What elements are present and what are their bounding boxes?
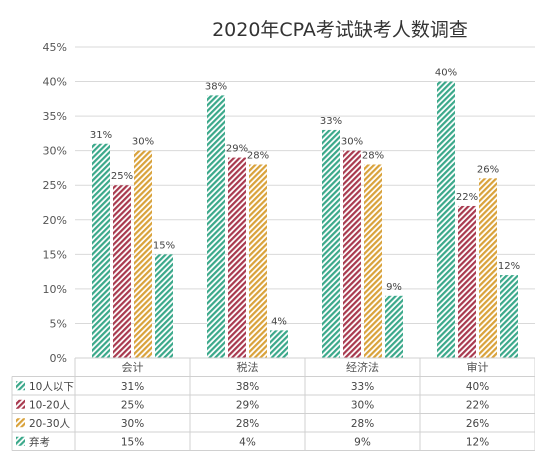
data-label: 25% [111, 171, 133, 182]
table-cell: 29% [236, 399, 259, 411]
y-tick-label: 45% [43, 41, 67, 54]
bar [155, 254, 173, 358]
table-cell: 25% [121, 399, 144, 411]
data-label: 26% [477, 164, 499, 175]
table-cell: 30% [351, 399, 374, 411]
bar [270, 330, 288, 358]
data-label: 9% [386, 282, 402, 293]
y-tick-label: 35% [43, 110, 67, 123]
bar [228, 157, 246, 358]
bar [500, 275, 518, 358]
x-tick-label: 税法 [237, 360, 259, 374]
legend-entry: 10人以下 [29, 381, 74, 393]
bar [322, 129, 340, 358]
table-cell: 9% [354, 436, 371, 448]
y-tick-label: 20% [43, 214, 67, 227]
bar [437, 81, 455, 359]
table-cell: 26% [466, 418, 489, 430]
chart-title: 2020年CPA考试缺考人数调查 [212, 19, 468, 41]
legend-entry: 10-20人 [29, 399, 71, 411]
data-label: 40% [435, 68, 457, 79]
table-cell: 28% [351, 418, 374, 430]
table-cell: 38% [236, 381, 259, 393]
y-tick-label: 25% [43, 179, 67, 192]
y-tick-label: 0% [50, 352, 67, 365]
bar [92, 143, 110, 358]
bar [364, 164, 382, 358]
data-label: 31% [90, 130, 112, 141]
legend-entry: 弃考 [29, 435, 50, 448]
table-cell: 33% [351, 381, 374, 393]
data-label: 22% [456, 192, 478, 203]
bar [134, 150, 152, 358]
y-tick-label: 10% [43, 283, 67, 296]
bars [92, 81, 518, 359]
table-cell: 15% [121, 436, 144, 448]
table-cell: 4% [239, 436, 256, 448]
legend-swatch [16, 436, 25, 446]
table-cell: 28% [236, 418, 259, 430]
legend-entry: 20-30人 [29, 418, 71, 430]
table-cell: 12% [466, 436, 489, 448]
table-cell: 22% [466, 399, 489, 411]
table-cell: 30% [121, 418, 144, 430]
y-tick-label: 40% [43, 76, 67, 89]
legend-swatch [16, 418, 25, 428]
legend-swatch [16, 381, 25, 391]
y-tick-label: 15% [43, 248, 67, 261]
data-label: 38% [205, 81, 227, 92]
table-cell: 40% [466, 381, 489, 393]
data-label: 12% [498, 261, 520, 272]
x-tick-label: 审计 [467, 360, 489, 374]
x-tick-label: 经济法 [346, 360, 379, 374]
data-label: 28% [362, 150, 384, 161]
data-label: 30% [132, 137, 154, 148]
bar [458, 205, 476, 358]
legend-swatch [16, 399, 25, 409]
bar [113, 185, 131, 358]
data-label: 28% [247, 150, 269, 161]
y-tick-label: 30% [43, 145, 67, 158]
bar [479, 178, 497, 358]
bar [207, 95, 225, 358]
y-axis: 0% 5% 10% 15% 20% 25% 30% 35% 40% 45% [43, 41, 67, 365]
data-label: 29% [226, 144, 248, 155]
table-cell: 31% [121, 381, 144, 393]
data-table: 会计 税法 经济法 审计 10人以下 31% 38% 33% 40% 10-20人 25% 29% 30… [11, 357, 535, 451]
bar [385, 295, 403, 358]
bar [343, 150, 361, 358]
x-tick-label: 会计 [122, 361, 144, 374]
bar [249, 164, 267, 358]
data-label: 33% [320, 116, 342, 127]
y-tick-label: 5% [50, 317, 67, 330]
data-label: 15% [153, 240, 175, 251]
data-label: 4% [271, 316, 287, 327]
data-labels: 31%25%30%15%38%29%28%4%33%30%28%9%40%22%… [90, 68, 520, 328]
data-label: 30% [341, 137, 363, 148]
